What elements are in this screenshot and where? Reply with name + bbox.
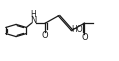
Text: O: O	[81, 33, 88, 42]
Text: HO: HO	[71, 25, 83, 34]
Text: N: N	[30, 16, 37, 25]
Text: H: H	[30, 10, 36, 19]
Text: O: O	[42, 31, 49, 40]
